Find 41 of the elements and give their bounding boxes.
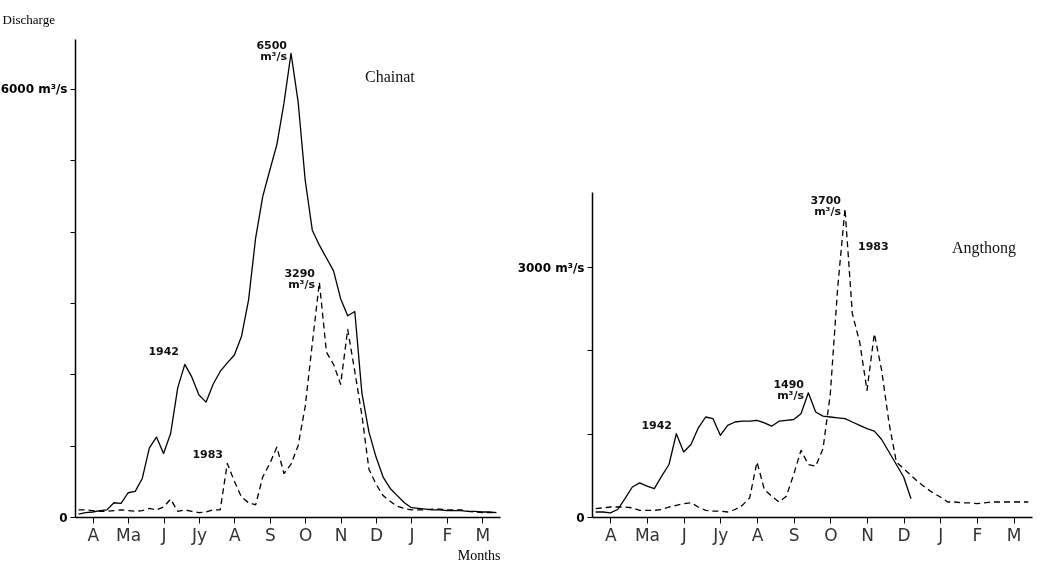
annotation: 3290 m³/s <box>284 267 316 291</box>
x-tick-label: J <box>680 524 687 545</box>
y-tick-label: 3000 m³/s <box>517 260 585 275</box>
x-tick-label: Jy <box>712 524 729 545</box>
x-tick-label: J <box>408 524 415 545</box>
y-tick-label: 6000 m³/s <box>0 82 68 97</box>
x-tick-label: N <box>861 524 874 545</box>
x-tick-label: Jy <box>190 524 207 545</box>
annotation: 6500 m³/s <box>256 39 288 63</box>
x-tick-label: J <box>160 524 167 545</box>
x-tick-label: A <box>87 524 100 545</box>
x-tick-label: A <box>751 524 764 545</box>
y-tick-label: 0 <box>59 510 68 525</box>
x-tick-label: A <box>229 524 242 545</box>
x-tick-label: F <box>442 524 453 545</box>
x-tick-label: J <box>937 524 944 545</box>
text: Angthong <box>952 239 1016 257</box>
annotation: 1942 <box>641 419 672 432</box>
annotation: 1490 m³/s <box>773 378 805 402</box>
x-tick-label: S <box>788 524 800 545</box>
x-tick-label: D <box>897 524 911 545</box>
x-tick-label: M <box>1006 524 1022 545</box>
x-tick-label: O <box>299 524 313 545</box>
x-tick-label: N <box>334 524 348 545</box>
x-tick-label: D <box>369 524 384 545</box>
y-axis-title: Discharge <box>2 11 56 27</box>
annotation: 3700 m³/s <box>810 194 842 218</box>
x-tick-label: O <box>824 524 838 545</box>
x-tick-label: M <box>475 524 491 545</box>
annotation: 1942 <box>148 345 179 358</box>
annotation: 1983 <box>192 448 223 461</box>
x-tick-label: Ma <box>116 524 142 545</box>
annotation: 1983 <box>858 240 889 253</box>
x-tick-label: Ma <box>634 524 661 545</box>
x-tick-label: S <box>264 524 276 545</box>
x-axis-title: Months <box>457 547 501 563</box>
line-series <box>595 208 1029 513</box>
y-tick-label: 0 <box>576 510 585 525</box>
text: Chainat <box>365 68 416 85</box>
x-tick-label: A <box>605 524 618 545</box>
x-tick-label: F <box>972 524 983 545</box>
